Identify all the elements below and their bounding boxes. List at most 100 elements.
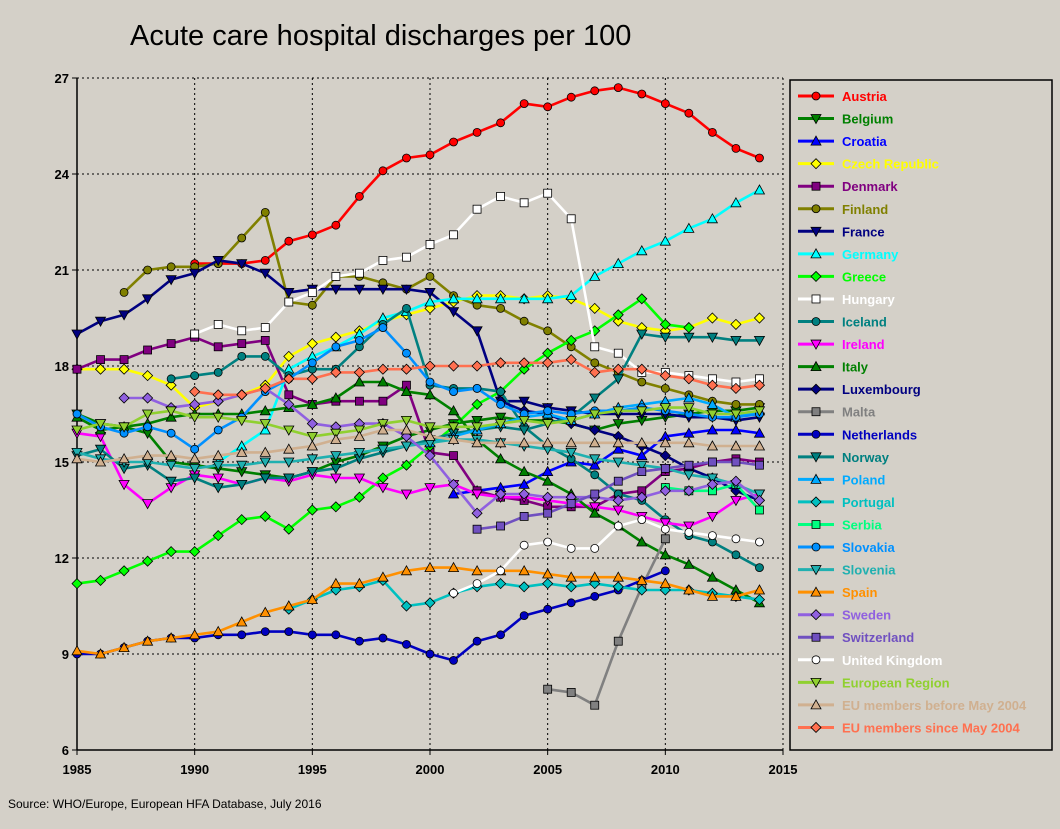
data-point-finland xyxy=(660,383,670,393)
data-point-sweden xyxy=(518,488,530,500)
series-eu-members-since-may-2004 xyxy=(189,354,766,401)
data-point-portugal xyxy=(612,581,624,593)
data-point-eu-members-before-may-2004 xyxy=(683,436,695,448)
data-point-czech-republic xyxy=(118,363,130,375)
data-point-germany xyxy=(683,222,695,233)
data-point-portugal xyxy=(518,581,530,593)
data-point-eu-members-before-may-2004 xyxy=(494,436,507,448)
data-point-eu-members-before-may-2004 xyxy=(424,430,436,441)
data-point-switzerland xyxy=(731,457,741,467)
legend-marker-eu-members-before-may-2004 xyxy=(810,699,822,710)
data-point-eu-members-since-may-2004 xyxy=(189,386,201,398)
legend-marker-czech-republic xyxy=(810,158,822,170)
data-point-eu-members-before-may-2004 xyxy=(377,424,389,435)
legend-label-switzerland: Switzerland xyxy=(842,630,914,645)
legend-label-slovakia: Slovakia xyxy=(842,540,896,555)
data-point-slovenia xyxy=(400,441,413,452)
data-point-denmark xyxy=(237,339,247,349)
data-point-eu-members-since-may-2004 xyxy=(471,360,483,372)
data-point-poland xyxy=(706,398,719,409)
data-point-greece xyxy=(259,510,271,522)
data-point-ireland xyxy=(706,512,719,523)
data-point-croatia xyxy=(612,443,624,454)
data-point-hungary xyxy=(307,287,317,297)
data-point-european-region xyxy=(541,419,554,430)
data-point-switzerland xyxy=(755,460,764,470)
legend-marker-ireland xyxy=(810,339,822,350)
data-point-slovakia xyxy=(472,383,482,393)
series-line-ireland xyxy=(76,431,760,528)
data-point-finland xyxy=(731,399,741,409)
data-point-portugal xyxy=(542,578,554,590)
legend-item-norway: Norway xyxy=(798,450,890,465)
legend-marker-eu-members-since-may-2004 xyxy=(810,721,822,734)
legend-label-poland: Poland xyxy=(842,472,885,487)
series-line-eu-members-before-may-2004 xyxy=(76,428,760,464)
y-tick-label: 18 xyxy=(55,359,69,374)
data-point-norway xyxy=(659,332,672,344)
data-point-italy xyxy=(424,388,436,400)
data-point-greece xyxy=(94,574,107,586)
data-point-eu-members-before-may-2004 xyxy=(353,430,366,441)
data-point-sweden xyxy=(471,507,483,519)
data-point-eu-members-before-may-2004 xyxy=(447,433,460,445)
data-point-austria xyxy=(660,99,670,108)
data-point-spain xyxy=(447,561,460,572)
legend-label-italy: Italy xyxy=(842,360,869,375)
data-point-eu-members-before-may-2004 xyxy=(283,443,295,454)
data-point-slovenia xyxy=(330,451,342,462)
data-point-greece xyxy=(212,530,224,542)
data-point-slovakia xyxy=(354,335,364,345)
data-point-hungary xyxy=(213,319,223,329)
data-point-greece xyxy=(118,565,130,577)
data-point-european-region xyxy=(753,406,766,417)
legend-item-finland: Finland xyxy=(798,202,888,217)
legend-marker-belgium xyxy=(810,114,822,125)
data-point-united-kingdom xyxy=(449,588,458,598)
data-point-spain xyxy=(589,571,601,582)
data-point-france xyxy=(353,284,366,296)
data-point-european-region xyxy=(94,419,107,430)
data-point-france xyxy=(377,284,389,296)
data-point-slovenia xyxy=(753,489,766,500)
data-point-finland xyxy=(496,303,506,313)
data-point-france xyxy=(212,255,224,267)
data-point-spain xyxy=(612,571,624,582)
x-tick-label: 2005 xyxy=(533,762,562,777)
data-point-norway xyxy=(730,335,742,347)
data-point-netherlands xyxy=(284,627,294,636)
data-point-eu-members-before-may-2004 xyxy=(565,436,577,448)
data-point-eu-members-before-may-2004 xyxy=(400,424,413,435)
data-point-france xyxy=(94,316,107,328)
legend-item-switzerland: Switzerland xyxy=(798,630,914,645)
data-point-croatia xyxy=(636,449,648,461)
data-point-germany xyxy=(541,292,554,304)
data-point-finland xyxy=(519,316,529,326)
legend-marker-finland xyxy=(811,204,821,214)
data-point-ireland xyxy=(730,495,742,507)
data-point-spain xyxy=(259,606,271,617)
legend-label-european-region: European Region xyxy=(842,675,950,690)
data-point-portugal xyxy=(753,594,766,606)
data-point-slovenia xyxy=(683,470,695,481)
legend-item-portugal: Portugal xyxy=(798,495,895,510)
data-point-iceland xyxy=(731,550,741,560)
data-point-italy xyxy=(330,392,342,403)
data-point-eu-members-before-may-2004 xyxy=(188,452,201,464)
data-point-denmark xyxy=(119,355,129,365)
data-point-eu-members-before-may-2004 xyxy=(612,436,624,448)
data-point-czech-republic xyxy=(283,350,295,362)
data-point-luxembourg xyxy=(589,424,601,436)
data-point-iceland xyxy=(260,351,270,361)
data-point-switzerland xyxy=(496,521,506,531)
data-point-hungary xyxy=(190,329,200,339)
data-point-netherlands xyxy=(543,604,553,614)
data-point-hungary xyxy=(402,252,411,262)
data-point-iceland xyxy=(590,470,600,480)
data-point-ireland xyxy=(589,502,601,513)
data-point-eu-members-since-may-2004 xyxy=(236,389,248,401)
data-point-eu-members-before-may-2004 xyxy=(730,440,742,451)
data-point-sweden xyxy=(212,395,224,407)
data-point-european-region xyxy=(330,428,342,440)
data-point-spain xyxy=(212,625,224,636)
